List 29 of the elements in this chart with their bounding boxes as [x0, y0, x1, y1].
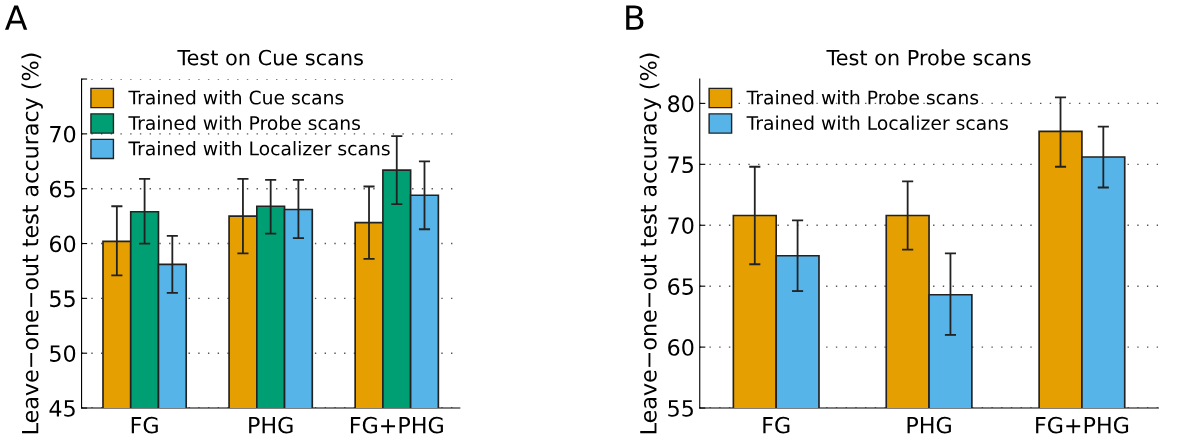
- y-tick-label: 60: [49, 235, 76, 253]
- y-tick-label: 45: [49, 400, 75, 417]
- y-tick-label: 70: [668, 217, 694, 235]
- text: A: [4, 5, 28, 30]
- x-tick-label: PHG: [249, 416, 293, 434]
- y-tick-label: 65: [668, 278, 693, 295]
- y-tick-label: 50: [50, 345, 76, 362]
- x-tick-label: FG: [131, 416, 158, 434]
- x-tick-label: FG+PHG: [1036, 416, 1129, 434]
- legend-label: Trained with Localizer scans: [128, 141, 390, 156]
- x-tick-label: FG+PHG: [350, 416, 443, 434]
- legend-label: Trained with Localizer scans: [746, 115, 1008, 131]
- chart-title: Test on Probe scans: [826, 49, 1031, 66]
- x-tick-label: FG: [763, 416, 790, 434]
- y-tick-label: 70: [50, 125, 76, 143]
- y-tick-label: 80: [668, 95, 694, 113]
- y-tick-label: 75: [668, 156, 693, 174]
- chart-title: Test on Cue scans: [177, 49, 363, 66]
- text: B: [626, 5, 644, 30]
- legend-label: Trained with Probe scans: [746, 90, 979, 105]
- legend-label: Trained with Cue scans: [128, 90, 344, 105]
- y-tick-label: 55: [50, 290, 75, 308]
- x-tick-label: PHG: [907, 416, 951, 434]
- legend-label: Trained with Probe scans: [128, 115, 360, 131]
- y-tick-label: 60: [668, 339, 694, 356]
- y-tick-label: 55: [668, 400, 693, 417]
- y-tick-label: 65: [49, 180, 75, 198]
- y-axis-title: Leave−one−out test accuracy (%): [21, 53, 43, 434]
- y-axis-title: Leave−one−out test accuracy (%): [639, 53, 662, 434]
